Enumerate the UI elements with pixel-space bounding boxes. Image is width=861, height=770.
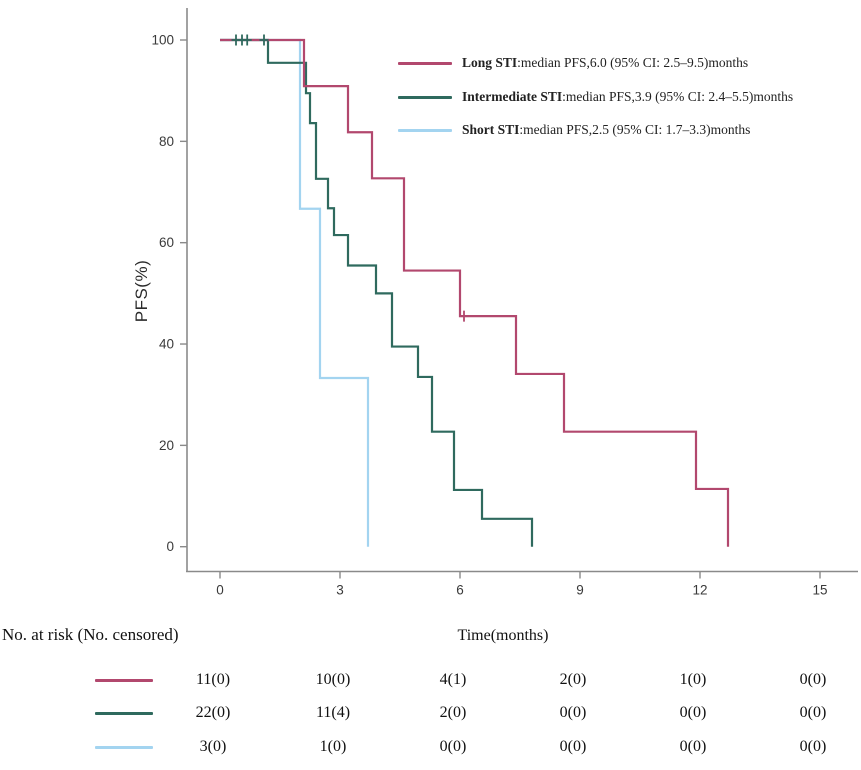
legend-label: Intermediate STI:median PFS,3.9 (95% CI:… [462,89,861,105]
risk-cell: 0(0) [679,738,707,755]
risk-cell: 0(0) [679,704,707,721]
risk-cell: 2(0) [559,671,587,688]
risk-cell: 0(0) [559,738,587,755]
risk-cell: 0(0) [559,704,587,721]
y-tick-label: 40 [159,337,174,352]
legend-series-stats: :median PFS,2.5 (95% CI: 1.7–3.3)months [519,122,751,137]
risk-cell: 4(1) [439,671,467,688]
y-tick-label: 20 [159,438,174,453]
legend-series-name: Long STI [462,55,518,70]
risk-cell: 0(0) [799,738,827,755]
risk-cell: 11(0) [195,671,231,688]
y-tick-label: 60 [159,235,174,250]
legend-line-intermediate-sti-icon [398,96,452,99]
risk-cell: 22(0) [195,704,231,721]
risk-cell: 3(0) [199,738,227,755]
y-tick-label: 0 [166,539,174,554]
x-tick-label: 9 [576,583,584,598]
y-tick-label: 80 [159,134,174,149]
legend-series-name: Short STI [462,122,520,137]
x-tick-label: 0 [216,583,224,598]
risk-cell: 11(4) [315,704,351,721]
risk-cell: 10(0) [315,671,351,688]
y-axis-title: PFS(%) [132,259,151,323]
legend-line-short-sti-icon [398,129,452,132]
series-line-long-sti [220,38,730,547]
legend-line-long-sti-icon [398,62,452,65]
risk-cell: 1(0) [319,738,347,755]
x-tick-label: 6 [456,583,464,598]
legend-label: Short STI:median PFS,2.5 (95% CI: 1.7–3.… [462,122,861,138]
legend-label: Long STI:median PFS,6.0 (95% CI: 2.5–9.5… [462,55,861,71]
risk-row-line-intermediate-sti-icon [95,712,153,715]
risk-cell: 2(0) [439,704,467,721]
x-axis-title: Time(months) [457,627,549,644]
risk-row-line-long-sti-icon [95,679,153,682]
y-tick-label: 100 [151,33,174,48]
series-line-short-sti [220,38,370,547]
x-tick-label: 15 [812,583,827,598]
risk-cell: 0(0) [439,738,467,755]
risk-row-line-short-sti-icon [95,746,153,749]
legend-series-stats: :median PFS,3.9 (95% CI: 2.4–5.5)months [562,89,794,104]
x-tick-label: 12 [692,583,707,598]
risk-cell: 0(0) [799,704,827,721]
x-tick-label: 3 [336,583,344,598]
legend-series-stats: :median PFS,6.0 (95% CI: 2.5–9.5)months [517,55,749,70]
risk-cell: 1(0) [679,671,707,688]
risk-table-header: No. at risk (No. censored) [2,625,179,644]
legend-series-name: Intermediate STI [462,89,563,104]
series-line-intermediate-sti [220,38,534,547]
risk-cell: 0(0) [799,671,827,688]
